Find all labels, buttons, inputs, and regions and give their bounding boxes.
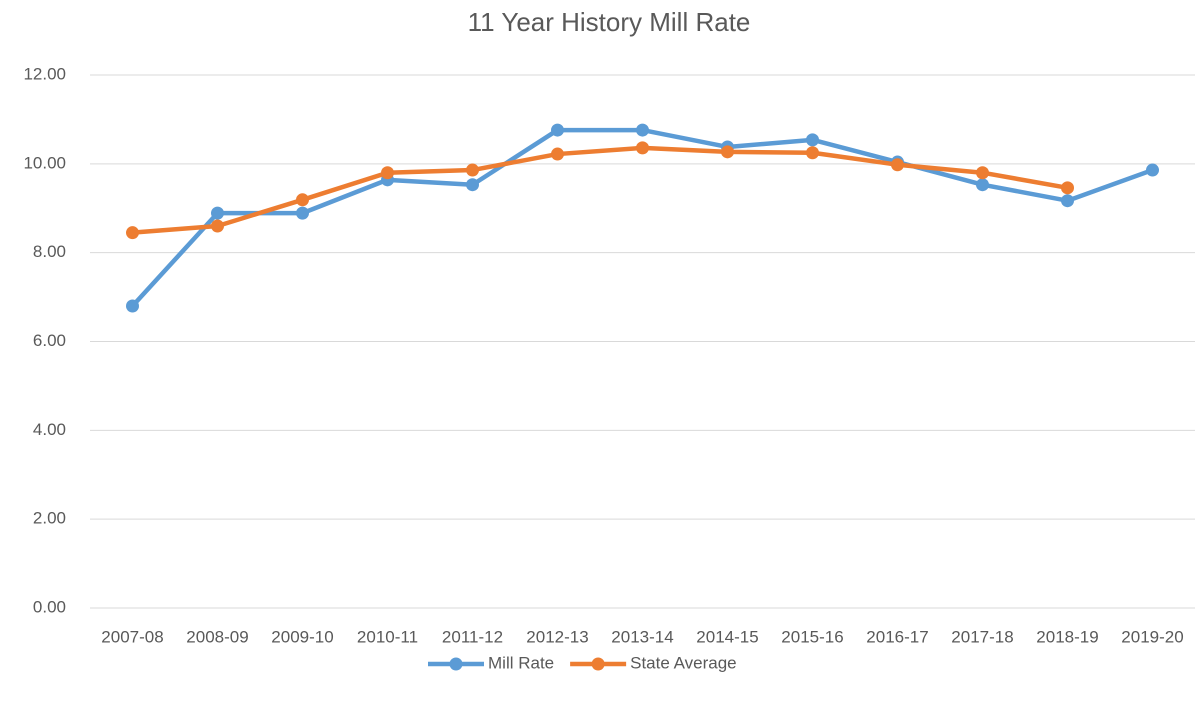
data-point bbox=[806, 146, 819, 160]
legend-marker bbox=[591, 657, 605, 671]
x-tick-label: 2014-15 bbox=[696, 627, 758, 646]
x-tick-label: 2015-16 bbox=[781, 627, 843, 646]
legend-marker bbox=[449, 657, 463, 671]
y-tick-label: 10.00 bbox=[23, 153, 66, 172]
data-point bbox=[976, 178, 989, 192]
x-tick-label: 2011-12 bbox=[442, 627, 503, 646]
x-tick-label: 2007-08 bbox=[101, 627, 163, 646]
data-point bbox=[636, 123, 649, 137]
series-line bbox=[130, 127, 1154, 308]
x-tick-label: 2018-19 bbox=[1036, 627, 1098, 646]
data-point bbox=[381, 166, 394, 180]
x-tick-label: 2008-09 bbox=[186, 627, 248, 646]
data-point bbox=[211, 219, 224, 233]
y-tick-label: 12.00 bbox=[23, 64, 66, 83]
y-tick-label: 6.00 bbox=[33, 331, 66, 350]
data-point bbox=[636, 141, 649, 155]
legend-label: State Average bbox=[630, 653, 737, 672]
data-point bbox=[1061, 194, 1074, 208]
data-point bbox=[1061, 181, 1074, 195]
x-tick-label: 2009-10 bbox=[271, 627, 333, 646]
data-point bbox=[976, 166, 989, 180]
chart-title: 11 Year History Mill Rate bbox=[468, 7, 751, 37]
series-line bbox=[132, 145, 1068, 235]
x-tick-label: 2016-17 bbox=[866, 627, 928, 646]
x-tick-label: 2019-20 bbox=[1121, 627, 1183, 646]
data-point bbox=[551, 123, 564, 137]
data-point bbox=[126, 226, 139, 240]
y-tick-label: 8.00 bbox=[33, 242, 66, 261]
data-point bbox=[721, 145, 734, 159]
data-point bbox=[1146, 163, 1159, 177]
x-tick-label: 2017-18 bbox=[951, 627, 1013, 646]
y-tick-label: 0.00 bbox=[33, 597, 66, 616]
data-point bbox=[466, 178, 479, 192]
x-tick-label: 2013-14 bbox=[611, 627, 673, 646]
y-tick-label: 2.00 bbox=[33, 509, 66, 528]
data-point bbox=[891, 158, 904, 172]
data-point bbox=[296, 206, 309, 220]
legend-label: Mill Rate bbox=[488, 653, 554, 672]
x-tick-label: 2010-11 bbox=[357, 627, 418, 646]
x-tick-label: 2012-13 bbox=[526, 627, 588, 646]
data-point bbox=[806, 133, 819, 147]
y-tick-label: 4.00 bbox=[33, 420, 66, 439]
data-point bbox=[296, 193, 309, 207]
data-point bbox=[466, 163, 479, 177]
data-point bbox=[126, 299, 139, 313]
data-point bbox=[211, 206, 224, 220]
data-point bbox=[551, 147, 564, 161]
